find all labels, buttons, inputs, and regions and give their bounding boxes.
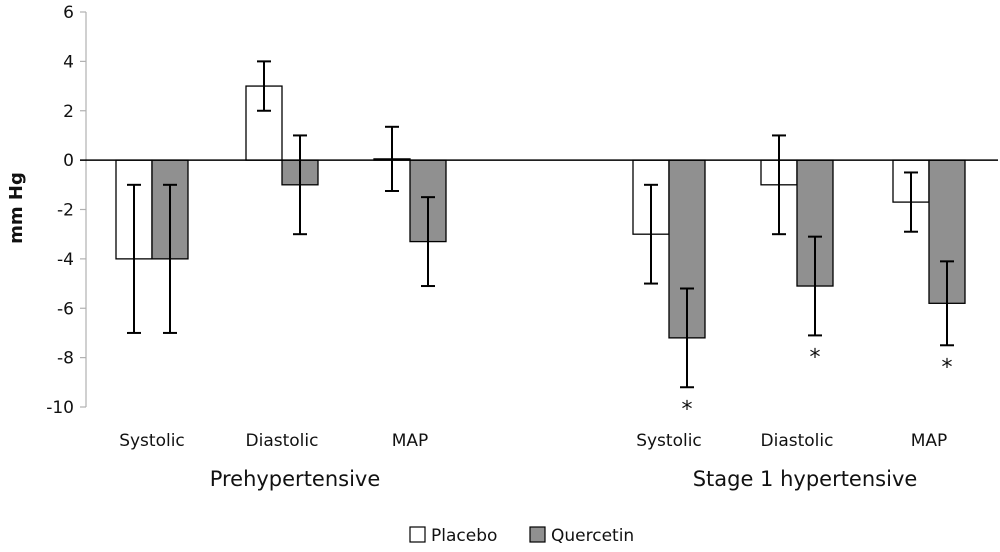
y-axis-label: mm Hg <box>6 172 27 244</box>
bars-layer <box>115 85 966 339</box>
y-tick-label: -8 <box>57 349 74 369</box>
y-tick-label: -6 <box>57 299 74 319</box>
y-axis: 6 4 2 0 -2 -4 -6 -8 -10 <box>46 3 87 418</box>
category-label: MAP <box>911 431 948 451</box>
y-tick-label: -10 <box>46 398 74 418</box>
category-label: Diastolic <box>761 431 834 451</box>
category-label: Systolic <box>636 431 702 451</box>
legend-label-quercetin: Quercetin <box>551 526 634 546</box>
legend: Placebo Quercetin <box>409 526 634 546</box>
significance-marker: * <box>810 345 821 370</box>
category-label: MAP <box>392 431 429 451</box>
y-tick-label: -2 <box>57 201 74 221</box>
y-tick-label: 6 <box>63 3 74 23</box>
y-tick-label: 0 <box>63 151 74 171</box>
significance-marker: * <box>682 397 693 422</box>
category-label: Systolic <box>119 431 185 451</box>
legend-swatch-quercetin <box>529 526 546 543</box>
group-label: Prehypertensive <box>210 467 381 491</box>
labels-layer: Systolic Diastolic MAP Prehypertensive * Syst… <box>119 345 952 491</box>
y-tick-label: 2 <box>63 102 74 122</box>
legend-label-placebo: Placebo <box>431 526 497 546</box>
error-bars-layer <box>127 60 954 389</box>
category-label: Diastolic <box>246 431 319 451</box>
group-label: Stage 1 hypertensive <box>693 467 918 491</box>
legend-swatch-placebo <box>409 526 426 543</box>
significance-marker: * <box>942 355 953 380</box>
y-tick-label: 4 <box>63 52 74 72</box>
y-tick-label: -4 <box>57 250 74 270</box>
